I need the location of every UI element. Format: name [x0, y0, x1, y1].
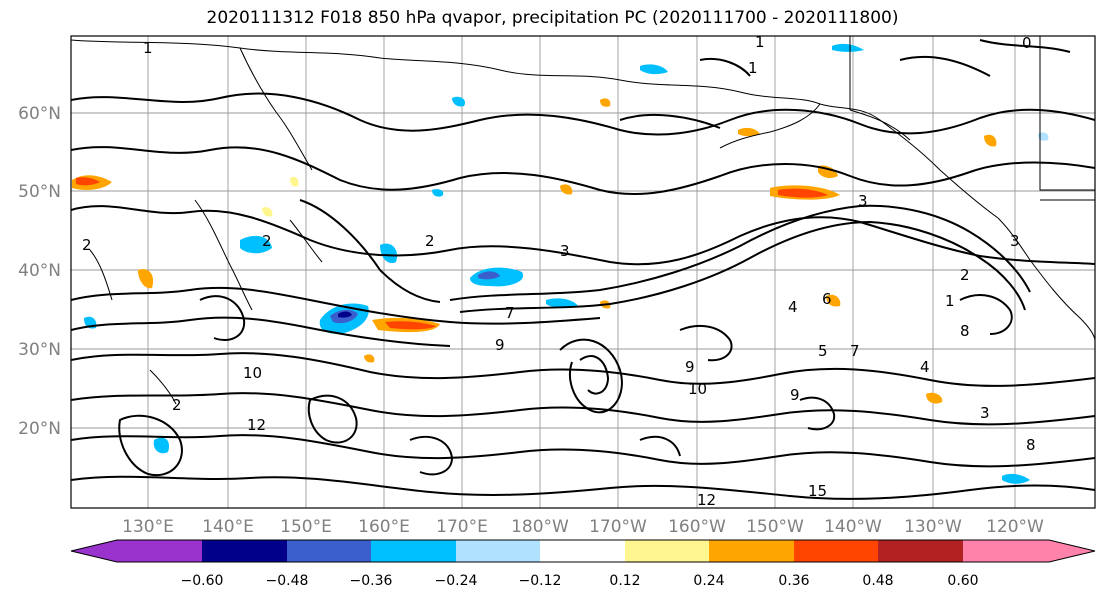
contour-label: 0: [1022, 34, 1032, 52]
lat-label: 60°N: [18, 104, 61, 124]
contour-label: 1: [945, 292, 955, 310]
contour-label: 10: [243, 364, 262, 382]
colorbar-tick-label: −0.24: [435, 573, 478, 589]
colorbar-tick-label: 0.24: [693, 573, 724, 589]
contour-label: 2: [425, 232, 435, 250]
colorbar-outline: [70, 539, 1096, 563]
colorbar-segment: [71, 540, 202, 562]
colorbar-tick-label: 0.60: [947, 573, 978, 589]
contour-label: 3: [858, 192, 868, 210]
contour-label: 3: [560, 242, 570, 260]
lon-label: 150°E: [280, 517, 332, 537]
lat-label: 50°N: [18, 182, 61, 202]
contour-label: 2: [960, 266, 970, 284]
lon-label: 170°E: [436, 517, 488, 537]
contour-label: 4: [920, 358, 930, 376]
colorbar-segment: [540, 540, 625, 562]
colorbar-segment: [371, 540, 456, 562]
contour-label: 12: [697, 491, 716, 509]
contour-label: 12: [247, 416, 266, 434]
contour-label: 9: [790, 386, 800, 404]
contour-label: 2: [82, 236, 92, 254]
contour-label: 10: [688, 380, 707, 398]
lon-label: 150°W: [746, 517, 804, 537]
lon-label: 180°W: [511, 517, 569, 537]
latitude-labels: 60°N 50°N 40°N 30°N 20°N: [18, 104, 61, 439]
contour-label: 2: [172, 396, 182, 414]
contour-label: 8: [960, 322, 970, 340]
colorbar: −0.60 −0.48 −0.36 −0.24 −0.12 0.12 0.24 …: [70, 539, 1096, 589]
contour-label: 3: [980, 404, 990, 422]
colorbar-tick-label: 0.12: [609, 573, 640, 589]
lon-label: 170°W: [589, 517, 647, 537]
colorbar-segment: [287, 540, 371, 562]
colorbar-ticks: −0.60 −0.48 −0.36 −0.24 −0.12 0.12 0.24 …: [181, 573, 979, 589]
lon-label: 160°W: [668, 517, 726, 537]
coastlines: [71, 36, 1095, 405]
colorbar-tick-label: −0.60: [181, 573, 224, 589]
lat-label: 30°N: [18, 340, 61, 360]
lat-label: 20°N: [18, 419, 61, 439]
colorbar-tick-label: −0.12: [519, 573, 562, 589]
gridlines: [71, 36, 1095, 508]
figure-title: 2020111312 F018 850 hPa qvapor, precipit…: [206, 8, 899, 28]
contour-label: 2: [262, 232, 272, 250]
colorbar-tick-label: 0.48: [862, 573, 893, 589]
colorbar-tick-label: −0.36: [350, 573, 393, 589]
contour-label: 1: [143, 39, 153, 57]
lon-label: 120°W: [986, 517, 1044, 537]
lon-label: 130°W: [904, 517, 962, 537]
lat-label: 40°N: [18, 261, 61, 281]
precipitation-shading: [72, 43, 1049, 484]
contour-label: 1: [748, 59, 758, 77]
colorbar-segment: [878, 540, 963, 562]
lon-label: 130°E: [122, 517, 174, 537]
contour-label: 15: [808, 482, 827, 500]
contour-label: 9: [685, 358, 695, 376]
colorbar-segment: [963, 540, 1095, 562]
map-area: [71, 36, 1095, 508]
qvapor-contours: [71, 39, 1095, 500]
colorbar-segment: [625, 540, 709, 562]
contour-label: 7: [505, 304, 515, 322]
contour-label: 8: [1026, 436, 1036, 454]
contour-label: 3: [1010, 232, 1020, 250]
lon-label: 140°W: [824, 517, 882, 537]
lon-label: 140°E: [202, 517, 254, 537]
contour-label: 4: [788, 298, 798, 316]
lon-label: 160°E: [358, 517, 410, 537]
contour-label: 1: [755, 33, 765, 51]
colorbar-segment: [456, 540, 540, 562]
colorbar-segment: [709, 540, 794, 562]
colorbar-segment: [794, 540, 878, 562]
contour-label: 6: [822, 290, 832, 308]
map-border: [70, 35, 1096, 509]
contour-label: 9: [495, 336, 505, 354]
colorbar-tick-label: 0.36: [778, 573, 809, 589]
contour-label: 7: [850, 342, 860, 360]
contour-label: 5: [818, 342, 828, 360]
colorbar-segment: [202, 540, 287, 562]
longitude-labels: 130°E 140°E 150°E 160°E 170°E 180°W 170°…: [122, 517, 1044, 537]
colorbar-tick-label: −0.48: [266, 573, 309, 589]
contour-labels: 1 1 1 1 0 2 2 2 2 3 3 3 3 4 4 5 6 7 7 8 …: [82, 33, 1036, 509]
